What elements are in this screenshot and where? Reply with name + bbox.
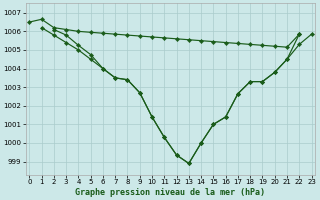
X-axis label: Graphe pression niveau de la mer (hPa): Graphe pression niveau de la mer (hPa) (76, 188, 266, 197)
